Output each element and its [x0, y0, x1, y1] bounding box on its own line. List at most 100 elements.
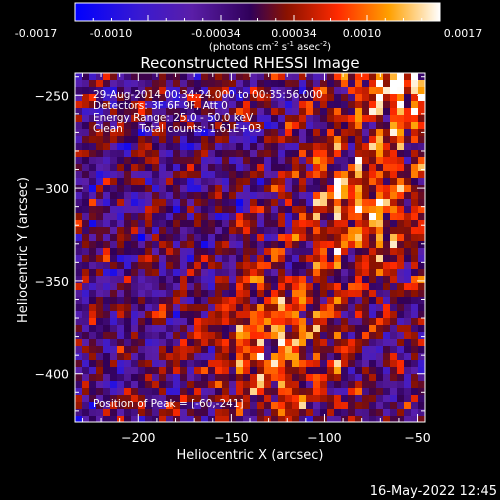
heatmap-cell — [306, 283, 313, 290]
heatmap-cell — [103, 234, 110, 241]
heatmap-cell — [180, 311, 187, 318]
heatmap-cell — [89, 269, 96, 276]
heatmap-cell — [138, 360, 145, 367]
heatmap-cell — [397, 150, 404, 157]
heatmap-cell — [131, 353, 138, 360]
heatmap-cell — [334, 318, 341, 325]
heatmap-cell — [173, 108, 180, 115]
heatmap-cell — [418, 192, 425, 199]
heatmap-cell — [257, 290, 264, 297]
heatmap-cell — [173, 73, 180, 80]
heatmap-cell — [138, 339, 145, 346]
heatmap-cell — [271, 220, 278, 227]
heatmap-cell — [96, 297, 103, 304]
heatmap-cell — [334, 374, 341, 381]
heatmap-cell — [201, 318, 208, 325]
heatmap-cell — [285, 332, 292, 339]
heatmap-cell — [348, 164, 355, 171]
heatmap-cell — [208, 80, 215, 87]
heatmap-cell — [313, 374, 320, 381]
heatmap-cell — [271, 150, 278, 157]
heatmap-cell — [131, 311, 138, 318]
heatmap-cell — [334, 143, 341, 150]
heatmap-cell — [89, 143, 96, 150]
heatmap-cell — [327, 374, 334, 381]
heatmap-cell — [341, 353, 348, 360]
heatmap-cell — [334, 346, 341, 353]
heatmap-cell — [236, 143, 243, 150]
heatmap-cell — [250, 339, 257, 346]
heatmap-cell — [82, 192, 89, 199]
heatmap-cell — [418, 262, 425, 269]
heatmap-cell — [75, 94, 82, 101]
heatmap-cell — [145, 115, 152, 122]
heatmap-cell — [236, 227, 243, 234]
heatmap-cell — [124, 381, 131, 388]
heatmap-cell — [292, 290, 299, 297]
heatmap-cell — [383, 241, 390, 248]
heatmap-cell — [362, 192, 369, 199]
heatmap-cell — [117, 199, 124, 206]
heatmap-cell — [257, 360, 264, 367]
heatmap-cell — [194, 304, 201, 311]
heatmap-cell — [390, 192, 397, 199]
heatmap-cell — [362, 416, 369, 422]
heatmap-cell — [292, 318, 299, 325]
heatmap-cell — [75, 416, 82, 422]
heatmap-cell — [110, 297, 117, 304]
heatmap-cell — [236, 206, 243, 213]
heatmap-cell — [292, 213, 299, 220]
heatmap-cell — [117, 402, 124, 409]
heatmap-cell — [348, 171, 355, 178]
heatmap-cell — [117, 262, 124, 269]
heatmap-cell — [369, 416, 376, 422]
heatmap-cell — [397, 255, 404, 262]
heatmap-cell — [173, 269, 180, 276]
heatmap-cell — [229, 311, 236, 318]
heatmap-cell — [103, 150, 110, 157]
heatmap-cell — [82, 87, 89, 94]
heatmap-cell — [320, 353, 327, 360]
heatmap-cell — [159, 332, 166, 339]
heatmap-cell — [271, 360, 278, 367]
heatmap-cell — [201, 185, 208, 192]
heatmap-cell — [89, 150, 96, 157]
heatmap-cell — [145, 276, 152, 283]
heatmap-cell — [138, 318, 145, 325]
heatmap-cell — [313, 87, 320, 94]
heatmap-cell — [404, 129, 411, 136]
heatmap-cell — [82, 157, 89, 164]
heatmap-cell — [383, 94, 390, 101]
heatmap-cell — [250, 241, 257, 248]
heatmap-cell — [75, 101, 82, 108]
heatmap-cell — [152, 304, 159, 311]
heatmap-cell — [166, 122, 173, 129]
heatmap-cell — [250, 227, 257, 234]
heatmap-cell — [208, 136, 215, 143]
heatmap-cell — [390, 248, 397, 255]
heatmap-cell — [285, 150, 292, 157]
heatmap-cell — [96, 150, 103, 157]
heatmap-cell — [243, 80, 250, 87]
heatmap-cell — [236, 178, 243, 185]
heatmap-cell — [397, 297, 404, 304]
heatmap-cell — [341, 290, 348, 297]
heatmap-cell — [117, 325, 124, 332]
heatmap-cell — [194, 206, 201, 213]
heatmap-cell — [187, 108, 194, 115]
heatmap-cell — [166, 269, 173, 276]
heatmap-cell — [173, 199, 180, 206]
heatmap-cell — [229, 325, 236, 332]
heatmap-cell — [110, 87, 117, 94]
heatmap-cell — [320, 297, 327, 304]
heatmap-cell — [194, 199, 201, 206]
heatmap-cell — [257, 157, 264, 164]
heatmap-cell — [271, 108, 278, 115]
heatmap-cell — [201, 171, 208, 178]
heatmap-cell — [264, 220, 271, 227]
heatmap-cell — [341, 381, 348, 388]
heatmap-cell — [187, 409, 194, 416]
heatmap-cell — [187, 269, 194, 276]
heatmap-cell — [369, 87, 376, 94]
heatmap-cell — [327, 206, 334, 213]
